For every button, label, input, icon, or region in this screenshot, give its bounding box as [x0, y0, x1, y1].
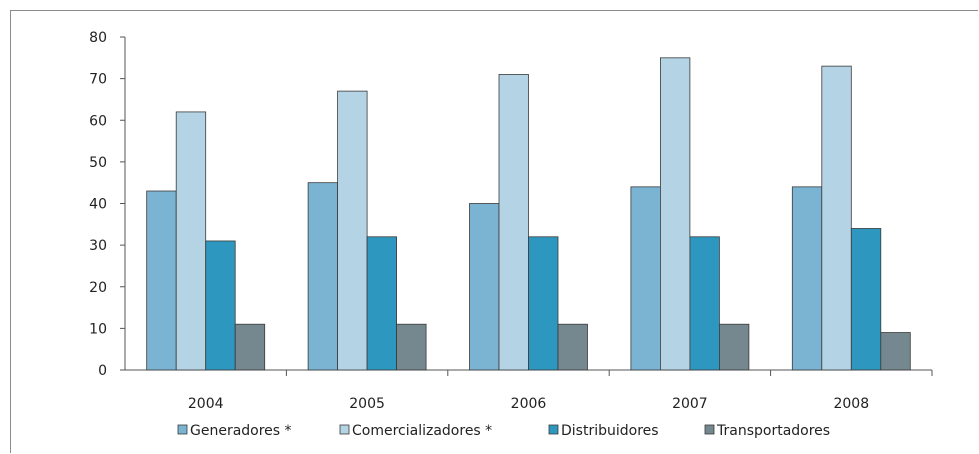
bar-transportadores-2008: [880, 332, 911, 371]
legend-label: Distribuidores: [561, 423, 659, 439]
y-tick-label: 30: [89, 238, 107, 254]
bar-distribuidores-2008: [850, 228, 882, 371]
x-tick-label: 2005: [349, 396, 385, 412]
bar-comercializadores-2006: [498, 74, 529, 371]
y-tick-label: 80: [89, 30, 107, 46]
legend-swatch: [339, 424, 350, 435]
bar-comercializadores-2007: [660, 57, 691, 371]
chart-frame: [10, 10, 978, 453]
y-tick-label: 40: [89, 197, 107, 213]
x-tick-label: 2004: [188, 396, 224, 412]
x-tick-label: 2007: [672, 396, 708, 412]
bar-generadores-2008: [791, 186, 823, 371]
legend-swatch: [548, 424, 559, 435]
legend-swatch: [704, 424, 715, 435]
bar-transportadores-2005: [396, 323, 427, 371]
bar-comercializadores-2008: [821, 65, 852, 371]
bar-distribuidores-2005: [366, 236, 398, 371]
bar-generadores-2005: [307, 182, 339, 371]
bar-distribuidores-2007: [689, 236, 720, 371]
bar-transportadores-2004: [234, 323, 266, 371]
bars: [146, 57, 911, 371]
bar-distribuidores-2004: [205, 240, 236, 371]
y-tick-label: 0: [98, 363, 107, 379]
y-tick-label: 60: [89, 113, 107, 129]
legend-label: Transportadores: [716, 423, 830, 439]
y-tick-label: 20: [89, 280, 107, 296]
y-tick-label: 50: [89, 155, 107, 171]
bar-generadores-2006: [469, 203, 500, 371]
bar-comercializadores-2005: [337, 90, 368, 371]
bar-generadores-2004: [146, 190, 177, 371]
legend-label: Comercializadores *: [352, 423, 492, 439]
bar-transportadores-2006: [557, 323, 588, 371]
legend-swatch: [177, 424, 188, 435]
legend-label: Generadores *: [190, 423, 292, 439]
y-tick-label: 10: [89, 321, 107, 337]
bar-transportadores-2007: [719, 323, 750, 371]
bar-generadores-2007: [630, 186, 661, 371]
x-tick-label: 2006: [511, 396, 547, 412]
bar-comercializadores-2004: [175, 111, 207, 371]
x-tick-label: 2008: [833, 396, 869, 412]
bar-distribuidores-2006: [528, 236, 559, 371]
y-tick-label: 70: [89, 72, 107, 88]
legend: Generadores * Comercializadores * Distribu…: [177, 423, 830, 439]
